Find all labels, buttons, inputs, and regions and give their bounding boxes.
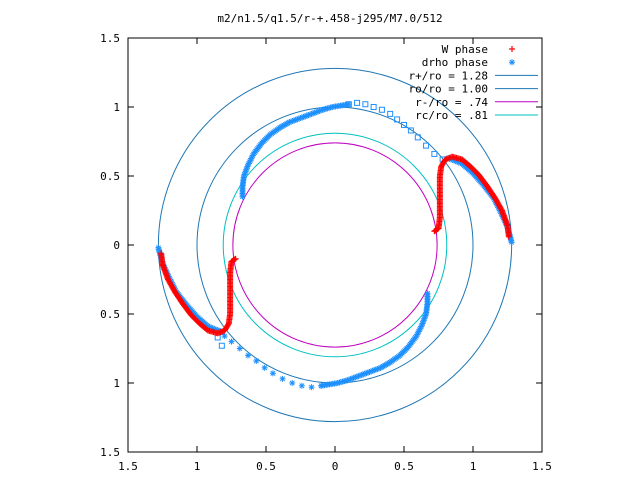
chart-title: m2/n1.5/q1.5/r-+.458-j295/M7.0/512: [217, 12, 442, 25]
drho-phase-point: [508, 239, 515, 246]
radius-circle: [222, 132, 448, 358]
data-points: [155, 99, 515, 391]
y-tick-label: 0.5: [100, 170, 120, 183]
x-tick-label: 1: [470, 460, 477, 473]
x-tick-label: 0: [332, 460, 339, 473]
legend-label: W phase: [442, 43, 488, 56]
star-d2: [270, 370, 276, 376]
legend-label: ro/ro = 1.00: [409, 83, 488, 96]
drho-phase-extra-point: [279, 375, 286, 382]
open-square-point: [431, 150, 438, 157]
y-tick-label: 1: [113, 377, 120, 390]
open-square-point: [354, 99, 361, 106]
star-d2: [280, 376, 286, 382]
y-tick-label: 1: [113, 101, 120, 114]
open-square-point: [394, 116, 401, 123]
legend-label: rc/ro = .81: [415, 109, 488, 122]
drho-phase-extra-point: [269, 370, 276, 377]
open-square-point: [378, 106, 385, 113]
star-d2: [222, 333, 228, 339]
open-square-point: [401, 121, 407, 128]
y-tick-label: 1.5: [100, 446, 120, 459]
star-d2: [308, 384, 315, 390]
legend-label: r-/ro = .74: [415, 96, 488, 109]
w-phase-point: [505, 233, 512, 240]
y-tick-label: 1.5: [100, 32, 120, 45]
star-d2: [228, 339, 235, 345]
open-square-point: [345, 101, 352, 108]
star-d2: [253, 358, 259, 364]
drho-phase-extra-point: [236, 345, 243, 352]
legend-star-d2: [509, 59, 515, 65]
x-tick-label: 0.5: [256, 460, 276, 473]
open-square-point: [218, 342, 225, 349]
x-tick-label: 1: [194, 460, 201, 473]
x-tick-label: 1.5: [118, 460, 138, 473]
star-d2: [289, 380, 295, 386]
open-square-point: [370, 104, 377, 110]
star-d2: [262, 365, 268, 371]
star-d2: [245, 352, 251, 358]
x-tick-label: 0.5: [394, 460, 414, 473]
star-d2: [509, 239, 515, 245]
star-d2: [237, 345, 243, 352]
y-tick-label: 0.5: [100, 308, 120, 321]
open-square-point: [387, 110, 394, 117]
drho-phase-extra-point: [261, 364, 268, 371]
legend-label: r+/ro = 1.28: [409, 69, 488, 82]
open-square-point: [414, 134, 421, 141]
axis-ticks: 1.5 1 0.5 0 0.5 1 1.51.510.500.511.5: [100, 32, 552, 473]
drho-phase-extra-point: [318, 382, 325, 389]
drho-phase-extra-point: [253, 357, 260, 364]
star-d2: [318, 383, 324, 389]
w-phase-point: [158, 250, 165, 257]
open-square-point: [423, 142, 430, 149]
open-square-point: [362, 101, 369, 108]
drho-phase-extra-point: [228, 338, 235, 345]
drho-phase-extra-point: [308, 384, 315, 391]
drho-phase-extra-point: [289, 380, 296, 386]
open-square-point: [407, 127, 414, 134]
drho-phase-extra-point: [298, 382, 305, 389]
y-tick-label: 0: [113, 239, 120, 252]
x-tick-label: 1.5: [532, 460, 552, 473]
drho-phase-extra-point: [245, 352, 252, 359]
star-d2: [346, 101, 352, 107]
star-d2: [299, 383, 305, 389]
radius-circle: [232, 142, 438, 348]
legend-label: drho phase: [422, 56, 488, 69]
radius-circle: [196, 106, 474, 384]
